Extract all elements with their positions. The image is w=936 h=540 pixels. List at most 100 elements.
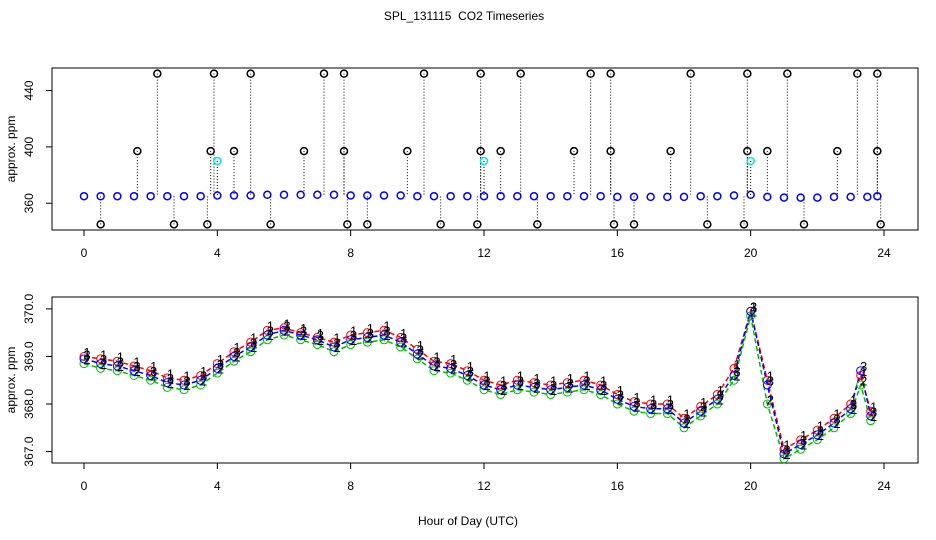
point-label: 2 xyxy=(650,402,657,417)
point-label: 1 xyxy=(733,357,740,372)
point xyxy=(313,190,322,200)
point-label: 3 xyxy=(150,364,157,379)
point xyxy=(413,191,422,201)
point xyxy=(179,375,189,385)
point xyxy=(866,416,876,426)
point xyxy=(846,192,855,202)
point-label: 1 xyxy=(333,331,340,346)
point-label: 1 xyxy=(317,326,324,341)
point-label: 3 xyxy=(400,331,407,346)
chart-title: SPL_131115 CO2 Timeseries xyxy=(384,9,544,23)
point-label: 3 xyxy=(617,388,624,403)
point xyxy=(429,366,439,376)
point xyxy=(412,349,422,359)
point-label: 1 xyxy=(600,373,607,388)
point xyxy=(829,413,839,423)
y-tick-label: 360 xyxy=(22,193,36,213)
x-tick-label: 12 xyxy=(477,479,491,493)
point xyxy=(829,423,839,433)
point-label: 2 xyxy=(250,340,257,355)
point xyxy=(779,449,789,459)
point-label: 2 xyxy=(133,364,140,379)
point-label: 2 xyxy=(633,400,640,415)
point xyxy=(229,191,239,200)
point xyxy=(546,390,556,400)
point xyxy=(729,363,739,373)
point-label: 3 xyxy=(183,373,190,388)
point-label: 3 xyxy=(467,364,474,379)
point xyxy=(546,191,555,201)
point xyxy=(529,387,539,397)
point xyxy=(396,337,406,347)
point-label: 1 xyxy=(750,300,757,315)
point-label: 1 xyxy=(517,369,524,384)
point xyxy=(112,361,122,371)
point-label: 1 xyxy=(133,354,140,369)
y-tick-label: 400 xyxy=(22,137,36,157)
point xyxy=(496,385,506,395)
point xyxy=(512,380,522,390)
point xyxy=(479,375,489,385)
y-axis-label: approx. ppm xyxy=(4,347,18,414)
point xyxy=(379,191,389,200)
point xyxy=(319,69,329,78)
point xyxy=(829,418,839,428)
point xyxy=(586,69,595,78)
point-label: 3 xyxy=(83,347,90,362)
point-label: 3 xyxy=(517,373,524,388)
point xyxy=(412,354,422,364)
point xyxy=(662,404,672,414)
point-label: 1 xyxy=(550,373,557,388)
point-label: 3 xyxy=(567,376,574,391)
point xyxy=(629,192,639,202)
point xyxy=(112,356,122,366)
point xyxy=(196,375,206,385)
point xyxy=(212,359,222,369)
point xyxy=(812,430,822,440)
point xyxy=(476,146,485,156)
point xyxy=(856,380,866,390)
x-tick-label: 0 xyxy=(81,479,88,493)
point xyxy=(179,380,189,390)
point xyxy=(679,413,689,423)
point xyxy=(579,385,589,395)
point xyxy=(363,191,372,200)
point-label: 2 xyxy=(500,383,507,398)
point xyxy=(212,363,222,373)
point-label: 1 xyxy=(167,366,174,381)
point xyxy=(263,190,272,200)
point xyxy=(513,191,522,201)
point xyxy=(612,394,622,404)
point xyxy=(799,220,809,229)
point xyxy=(329,337,339,347)
point xyxy=(279,330,289,340)
point-label: 2 xyxy=(733,369,740,384)
point-label: 2 xyxy=(800,438,807,453)
point-label: 1 xyxy=(367,321,374,336)
y-tick-label: 369.0 xyxy=(22,341,36,371)
point-label: 3 xyxy=(133,359,140,374)
point-label: 2 xyxy=(367,331,374,346)
point-label: 1 xyxy=(417,338,424,353)
point xyxy=(396,191,405,200)
point-label: 3 xyxy=(817,423,824,438)
point xyxy=(663,192,672,202)
point-label: 3 xyxy=(633,395,640,410)
x-tick-label: 20 xyxy=(744,479,758,493)
point xyxy=(712,390,722,400)
point xyxy=(96,220,105,229)
point xyxy=(779,454,789,464)
point xyxy=(96,354,106,364)
point xyxy=(412,344,422,354)
point-label: 2 xyxy=(150,369,157,384)
point-label: 2 xyxy=(283,323,290,338)
point xyxy=(162,378,172,388)
point-label: 1 xyxy=(83,345,90,360)
point xyxy=(873,191,882,201)
point xyxy=(196,191,205,201)
point xyxy=(129,191,139,201)
point xyxy=(606,146,615,156)
point xyxy=(646,409,656,419)
point-label: 1 xyxy=(870,400,877,415)
point xyxy=(546,380,556,390)
